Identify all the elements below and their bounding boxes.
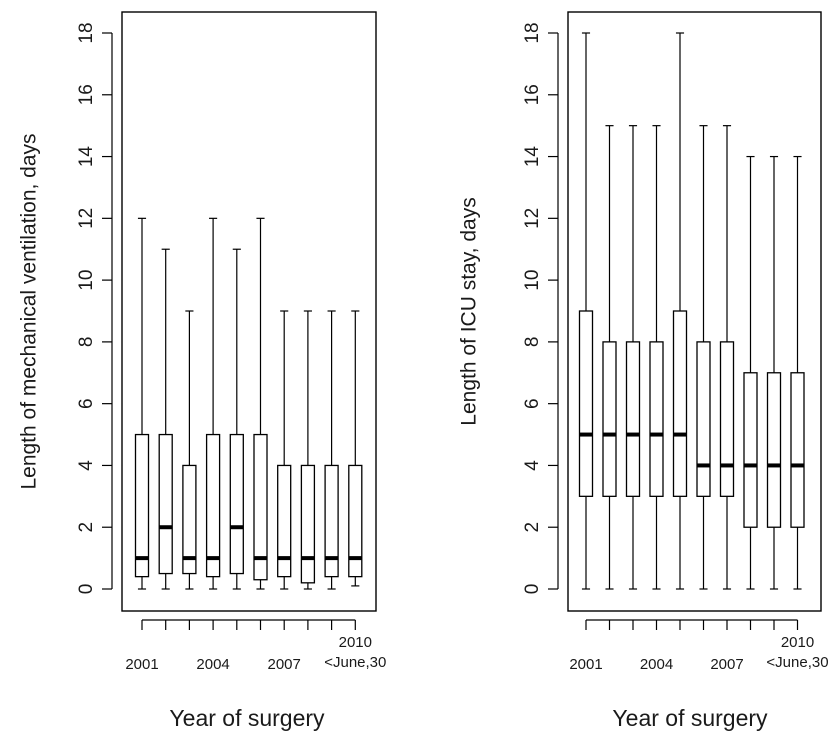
x-tick-label: <June,30 [324, 654, 386, 671]
boxplot-box-6 [696, 125, 711, 590]
plot-frame [121, 11, 377, 612]
y-tick-label: 0 [522, 584, 543, 595]
x-axis-title: Year of surgery [612, 705, 768, 731]
iqr-box [602, 341, 617, 497]
y-tick-label: 8 [76, 337, 97, 348]
iqr-box [300, 464, 316, 584]
iqr-box [672, 310, 688, 497]
boxplot-box-7 [719, 125, 735, 590]
y-tick-label: 2 [76, 522, 97, 533]
iqr-box [348, 464, 363, 578]
iqr-box [205, 433, 221, 578]
x-tick-label: 2004 [640, 656, 673, 673]
iqr-box [743, 372, 758, 528]
iqr-box [229, 433, 244, 575]
iqr-box [277, 464, 292, 578]
y-tick-label: 16 [76, 84, 97, 105]
boxplot-box-3 [625, 125, 641, 590]
y-axis-title: Length of mechanical ventilation, days [18, 133, 41, 489]
y-tick-label: 12 [522, 208, 543, 229]
y-tick-label: 18 [76, 22, 97, 43]
iqr-box [625, 341, 641, 497]
y-tick-label: 10 [522, 270, 543, 291]
iqr-box [182, 464, 197, 575]
x-tick-label: 2010 [339, 634, 372, 651]
boxplot-box-1 [134, 217, 150, 590]
y-tick-label: 4 [76, 460, 97, 471]
boxplot-box-4 [205, 217, 221, 590]
ventilation-boxplot-panel: 0 2 4 6 8 10 12 14 16 18 Length of mechanical vent… [18, 11, 386, 731]
y-tick-label: 4 [522, 460, 543, 471]
x-tick-label: 2001 [125, 656, 158, 673]
y-tick-label: 12 [76, 208, 97, 229]
x-tick-label: 2007 [710, 656, 743, 673]
y-tick-label: 6 [522, 398, 543, 409]
iqr-box [324, 464, 339, 578]
boxplot-box-4 [649, 125, 664, 590]
boxplot-box-9 [766, 155, 782, 590]
y-tick-label: 10 [76, 270, 97, 291]
iqr-box [134, 433, 150, 578]
boxplot-box-10 [790, 155, 805, 590]
boxplot-box-10 [348, 310, 363, 587]
iqr-box [790, 372, 805, 528]
iqr-box [719, 341, 735, 497]
boxplot-box-7 [277, 310, 292, 590]
x-tick-label: <June,30 [766, 654, 828, 671]
plot-frame [567, 11, 822, 612]
x-tick-label: 2004 [196, 656, 229, 673]
boxplot-box-8 [300, 310, 316, 590]
boxplot-box-1 [578, 32, 594, 590]
iqr-box [253, 433, 268, 581]
boxplot-box-5 [672, 32, 688, 590]
boxplot-box-5 [229, 248, 244, 590]
boxplot-box-9 [324, 310, 339, 590]
iqr-box [766, 372, 782, 528]
boxplot-box-2 [158, 248, 173, 590]
icu-stay-boxplot-panel: 0 2 4 6 8 10 12 14 16 18 Length of ICU stay, days 2… [458, 11, 829, 731]
y-tick-label: 2 [522, 522, 543, 533]
x-tick-label: 2007 [268, 656, 301, 673]
x-tick-label: 2010 [781, 634, 814, 651]
y-tick-label: 6 [76, 398, 97, 409]
boxplot-box-8 [743, 155, 758, 590]
y-tick-label: 14 [522, 146, 543, 168]
y-tick-label: 16 [522, 84, 543, 105]
boxplot-box-6 [253, 217, 268, 590]
y-axis-title: Length of ICU stay, days [458, 197, 481, 425]
y-tick-label: 14 [76, 146, 97, 168]
y-tick-label: 0 [76, 584, 97, 595]
y-tick-label: 8 [522, 337, 543, 348]
x-tick-label: 2001 [569, 656, 602, 673]
iqr-box [158, 433, 173, 575]
iqr-box [578, 310, 594, 497]
iqr-box [649, 341, 664, 497]
iqr-box [696, 341, 711, 497]
y-tick-label: 18 [522, 22, 543, 43]
boxplot-box-2 [602, 125, 617, 590]
x-axis-title: Year of surgery [169, 705, 325, 731]
boxplot-box-3 [182, 310, 197, 590]
